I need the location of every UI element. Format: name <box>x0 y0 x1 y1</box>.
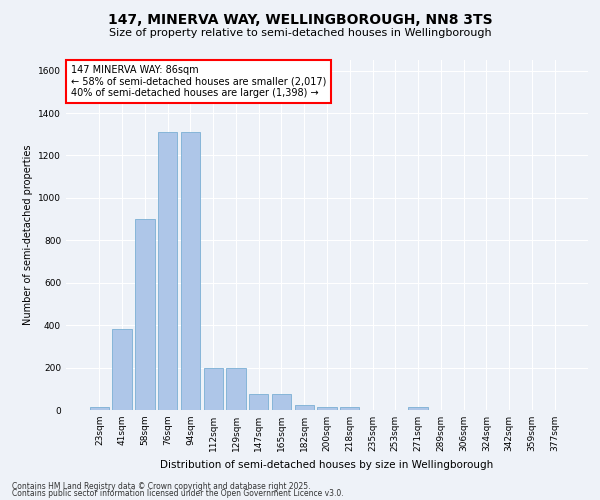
Text: Size of property relative to semi-detached houses in Wellingborough: Size of property relative to semi-detach… <box>109 28 491 38</box>
Text: Contains public sector information licensed under the Open Government Licence v3: Contains public sector information licen… <box>12 489 344 498</box>
Bar <box>317 407 337 410</box>
Bar <box>340 407 359 410</box>
Bar <box>272 394 291 410</box>
Bar <box>203 368 223 410</box>
Y-axis label: Number of semi-detached properties: Number of semi-detached properties <box>23 145 32 325</box>
X-axis label: Distribution of semi-detached houses by size in Wellingborough: Distribution of semi-detached houses by … <box>160 460 494 469</box>
Bar <box>90 407 109 410</box>
Bar <box>295 404 314 410</box>
Bar <box>112 330 132 410</box>
Text: 147, MINERVA WAY, WELLINGBOROUGH, NN8 3TS: 147, MINERVA WAY, WELLINGBOROUGH, NN8 3T… <box>107 12 493 26</box>
Bar <box>226 368 245 410</box>
Bar <box>135 219 155 410</box>
Text: Contains HM Land Registry data © Crown copyright and database right 2025.: Contains HM Land Registry data © Crown c… <box>12 482 311 491</box>
Bar <box>158 132 178 410</box>
Bar <box>181 132 200 410</box>
Text: 147 MINERVA WAY: 86sqm
← 58% of semi-detached houses are smaller (2,017)
40% of : 147 MINERVA WAY: 86sqm ← 58% of semi-det… <box>71 66 326 98</box>
Bar <box>409 407 428 410</box>
Bar <box>249 394 268 410</box>
